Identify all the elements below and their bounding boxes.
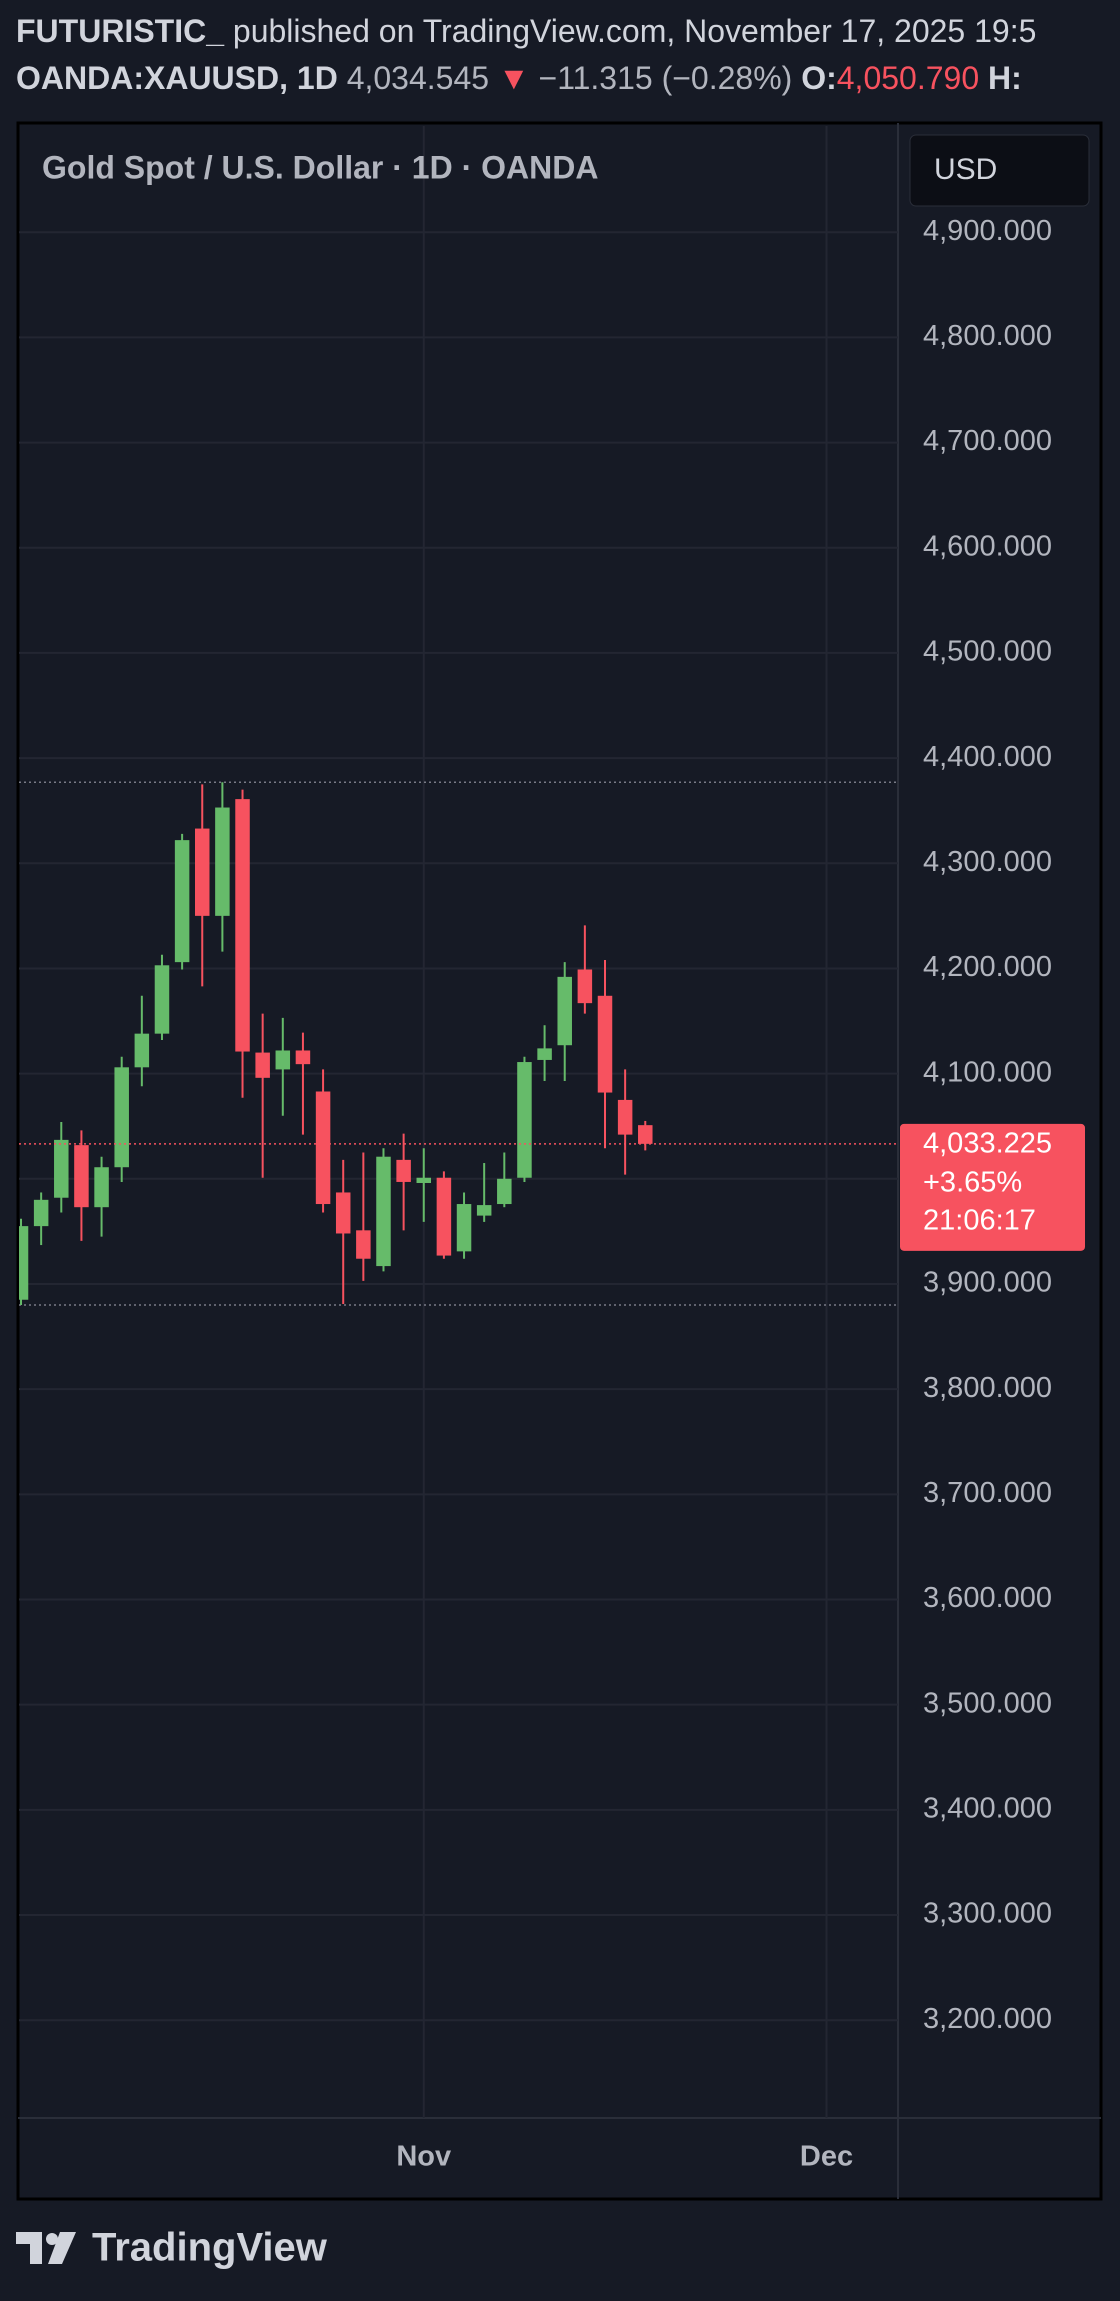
currency-label[interactable]: USD [934,153,997,186]
y-tick-label: 3,700.000 [923,1477,1052,1509]
candle-body [255,1052,270,1078]
brand-logo: TradingView [16,2226,328,2270]
candle-body [235,799,250,1052]
candle-body [94,1167,109,1208]
currency-button[interactable] [909,134,1090,207]
candle-body [537,1048,552,1060]
symbol: OANDA:XAUUSD, 1D [16,60,338,96]
candle-body [356,1230,371,1259]
candle-body [215,807,230,916]
candle-body [577,969,593,1004]
candle-body [134,1033,150,1068]
countdown: 21:06:17 [923,1205,1036,1237]
y-tick-label: 3,400.000 [923,1792,1052,1824]
candle-body [476,1205,492,1216]
high-label: H: [988,60,1022,96]
last-price-label: 4,033.225 [923,1128,1052,1160]
x-tick-label: Nov [396,2141,451,2173]
candle-body [436,1177,452,1256]
candle-body [557,976,572,1046]
candle-body [114,1067,129,1168]
y-tick-label: 3,800.000 [923,1372,1052,1404]
candle-body [497,1178,512,1205]
candle-body [456,1204,472,1252]
arrow: ▼ [498,60,530,96]
candle-body [416,1177,432,1184]
y-tick-label: 4,700.000 [923,425,1052,457]
open-value: 4,050.790 [837,60,979,96]
y-tick-label: 4,300.000 [923,846,1052,878]
open-label: O: [801,60,837,96]
y-tick-label: 4,600.000 [923,530,1052,562]
candle-body [174,840,190,963]
author: FUTURISTIC_ [16,13,225,49]
brand-text: TradingView [92,2226,328,2270]
y-tick-label: 3,600.000 [923,1582,1052,1614]
candle-body [597,995,613,1093]
candle-body [74,1145,89,1208]
y-tick-label: 3,200.000 [923,2003,1052,2035]
header-line-2: OANDA:XAUUSD, 1D 4,034.545 ▼ −11.315 (−0… [16,60,1022,96]
last: 4,034.545 [347,60,489,96]
candle-body [295,1050,311,1065]
y-tick-label: 4,400.000 [923,741,1052,773]
candle-body [33,1199,49,1227]
last-price-box [900,1123,1085,1251]
candle-body [517,1062,532,1178]
y-tick-label: 4,100.000 [923,1056,1052,1088]
candle-body [617,1099,633,1135]
candle-body [396,1159,411,1182]
y-tick-label: 3,300.000 [923,1898,1052,1930]
last-change: +3.65% [923,1167,1022,1199]
chart-title: Gold Spot / U.S. Dollar · 1D · OANDA [42,149,598,185]
y-tick-label: 4,500.000 [923,636,1052,668]
candle-body [154,965,170,1034]
published: published on TradingView.com, November 1… [233,13,1036,49]
y-tick-label: 4,200.000 [923,951,1052,983]
candle-body [195,828,210,916]
y-tick-label: 3,900.000 [923,1267,1052,1299]
y-tick-label: 4,900.000 [923,215,1052,247]
y-tick-label: 4,800.000 [923,320,1052,352]
plot [19,126,898,2118]
x-tick-label: Dec [800,2141,853,2173]
logo-dot [46,2233,58,2245]
logo-slash [48,2232,76,2264]
candle-body [275,1050,291,1070]
candle-body [335,1192,351,1234]
candle-body [19,1226,29,1300]
change: −11.315 (−0.28%) [539,60,793,96]
y-tick-label: 3,500.000 [923,1687,1052,1719]
logo-mark [16,2232,42,2264]
candle-body [54,1139,69,1198]
header-line-1: FUTURISTIC_ published on TradingView.com… [16,13,1036,49]
candle-body [638,1125,653,1144]
candle-body [376,1156,391,1267]
candle-body [315,1091,331,1205]
